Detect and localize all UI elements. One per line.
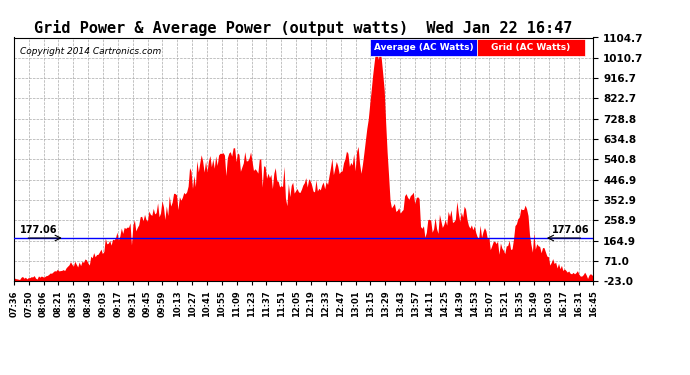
- Text: 177.06: 177.06: [19, 225, 57, 236]
- Text: Copyright 2014 Cartronics.com: Copyright 2014 Cartronics.com: [19, 47, 161, 56]
- FancyBboxPatch shape: [371, 39, 477, 56]
- Text: 177.06: 177.06: [551, 225, 589, 236]
- FancyBboxPatch shape: [477, 39, 584, 56]
- Title: Grid Power & Average Power (output watts)  Wed Jan 22 16:47: Grid Power & Average Power (output watts…: [34, 20, 573, 36]
- Text: Average (AC Watts): Average (AC Watts): [374, 43, 473, 52]
- Text: Grid (AC Watts): Grid (AC Watts): [491, 43, 571, 52]
